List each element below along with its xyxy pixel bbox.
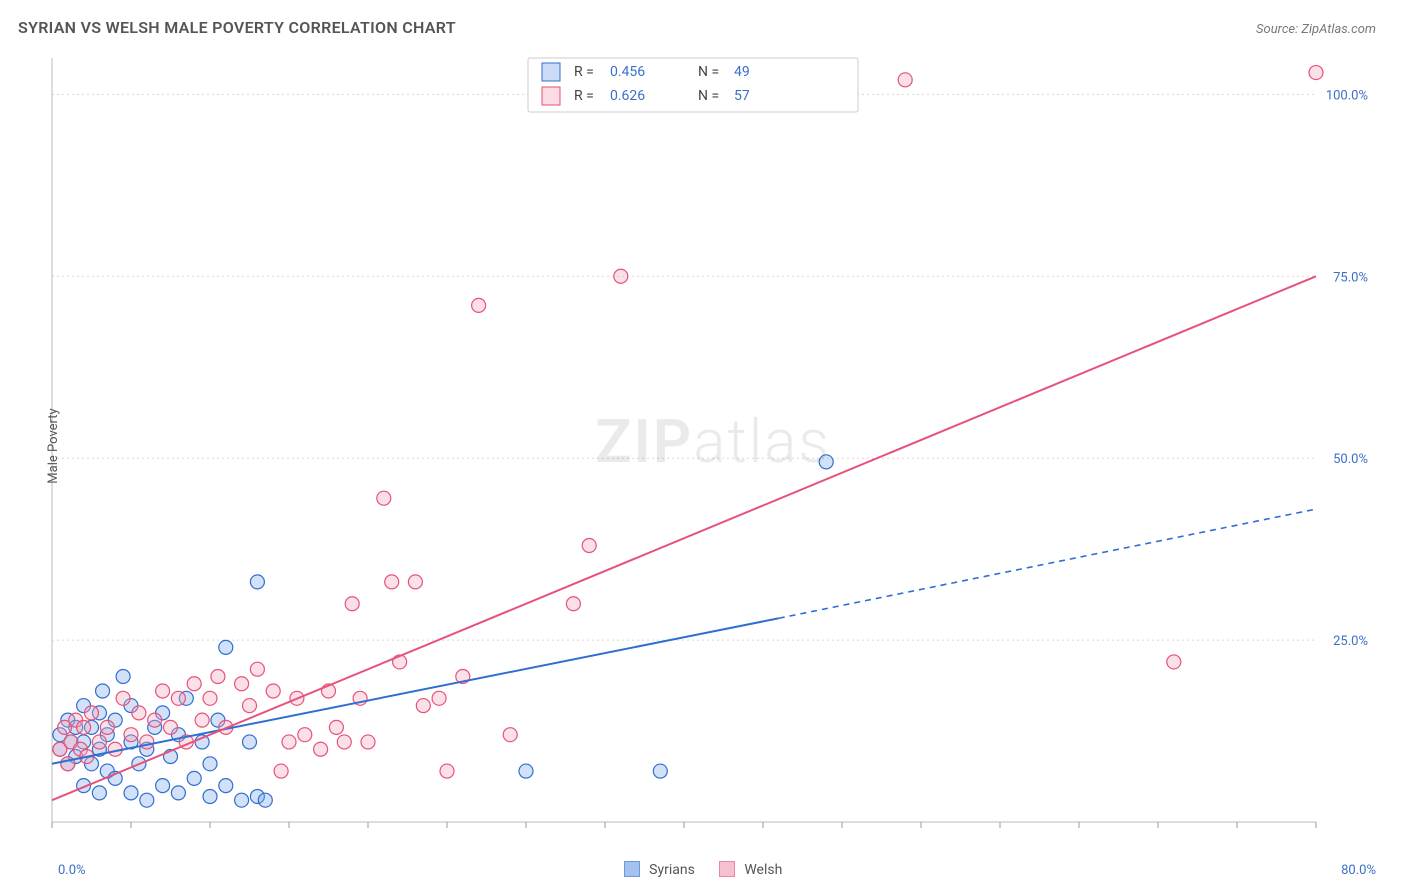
legend-label-syrians: Syrians	[649, 862, 695, 878]
legend-swatch-welsh	[719, 861, 735, 877]
svg-text:ZIPatlas: ZIPatlas	[595, 406, 831, 477]
legend-swatch-syrians	[624, 861, 640, 877]
svg-text:57: 57	[734, 88, 750, 104]
source-label: Source: ZipAtlas.com	[1256, 22, 1376, 37]
legend-label-welsh: Welsh	[744, 862, 782, 878]
chart-title: SYRIAN VS WELSH MALE POVERTY CORRELATION…	[18, 18, 456, 37]
svg-text:25.0%: 25.0%	[1333, 634, 1368, 649]
legend-item-syrians: Syrians	[624, 861, 695, 878]
legend-item-welsh: Welsh	[719, 861, 782, 878]
svg-text:N =: N =	[698, 64, 719, 80]
svg-text:49: 49	[734, 64, 750, 80]
scatter-plot: 25.0% 50.0% 75.0% 100.0% ZIPatlas R = 0.456 N =…	[50, 50, 1376, 842]
bottom-legend: Syrians Welsh	[0, 861, 1406, 878]
svg-text:75.0%: 75.0%	[1333, 270, 1368, 285]
svg-text:100.0%: 100.0%	[1326, 88, 1368, 103]
svg-text:0.626: 0.626	[610, 88, 645, 104]
chart-area: Male Poverty 25.0%50.0%75.0%100.0%ZIPatl…	[50, 50, 1376, 842]
svg-text:R =: R =	[574, 88, 594, 104]
svg-text:N =: N =	[698, 88, 719, 104]
y-axis-label: Male Poverty	[46, 408, 61, 483]
svg-text:50.0%: 50.0%	[1333, 452, 1368, 467]
svg-text:R =: R =	[574, 64, 594, 80]
svg-text:0.456: 0.456	[610, 64, 645, 80]
